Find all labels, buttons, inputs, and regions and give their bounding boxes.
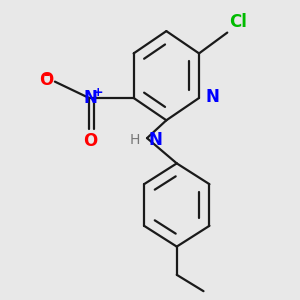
Text: -: - [43, 67, 49, 82]
Text: O: O [83, 132, 98, 150]
Text: Cl: Cl [229, 13, 247, 31]
Text: N: N [206, 88, 220, 106]
Text: N: N [148, 130, 162, 148]
Text: H: H [129, 133, 140, 147]
Text: +: + [93, 85, 103, 98]
Text: N: N [84, 89, 98, 107]
Text: O: O [39, 71, 53, 89]
